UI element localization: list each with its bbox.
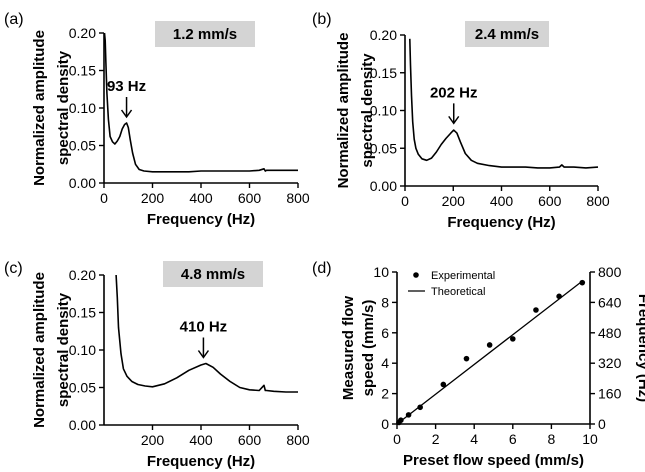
x-tick-label: 0: [401, 193, 409, 209]
x-axis-label: Frequency (Hz): [147, 453, 255, 470]
panel-label: (c): [4, 260, 23, 277]
experimental-point: [486, 342, 493, 348]
speed-label: 2.4 mm/s: [475, 26, 539, 43]
speed-label-box: [465, 21, 549, 47]
experimental-point: [417, 404, 423, 411]
y-right-tick-label: 320: [598, 355, 622, 371]
experimental-point: [405, 412, 412, 418]
y-right-tick-label: 480: [598, 325, 622, 341]
legend-label-experimental: Experimental: [431, 270, 495, 282]
y-tick-label: 0.05: [370, 140, 397, 156]
y-right-tick-label: 0: [598, 416, 606, 432]
panel-label: (b): [312, 11, 332, 28]
x-tick-label: 0: [393, 431, 401, 447]
x-tick-label: 600: [238, 432, 262, 448]
experimental-point: [440, 381, 447, 388]
x-tick-label: 800: [586, 193, 610, 209]
x-tick-label: 800: [286, 190, 310, 206]
spectrum-line: [103, 32, 298, 173]
y-tick-label: 0.05: [69, 380, 96, 396]
panel-a: (a) 0.00 0.05 0.10 0.15 0.20 0 200 400 600 800 Freq…: [4, 11, 310, 228]
y-axis-label-line2: spectral density: [55, 50, 72, 165]
y-tick-label: 0.05: [69, 138, 96, 154]
y-axis-label-line1: Normalized amplitude: [335, 33, 352, 189]
x-tick-label: 10: [582, 431, 598, 447]
y-tick-label: 0.15: [370, 65, 397, 81]
peak-label: 202 Hz: [430, 84, 478, 101]
x-tick-label: 4: [470, 431, 478, 447]
panel-c: (c) 0.00 0.05 0.10 0.15 0.20 200 400 600 800 Frequ…: [4, 260, 310, 470]
theoretical-line: [396, 280, 583, 425]
y-tick-label: 0.10: [370, 103, 397, 119]
x-axis-label: Preset flow speed (mm/s): [403, 452, 584, 469]
legend-marker-experimental: [413, 272, 419, 278]
x-tick-label: 400: [490, 193, 514, 209]
y-axis-label-line2: speed (mm/s): [360, 300, 377, 397]
x-tick-label: 600: [238, 190, 262, 206]
peak-label: 93 Hz: [107, 78, 146, 95]
x-tick-label: 0: [100, 190, 108, 206]
legend-label-theoretical: Theoretical: [431, 286, 485, 298]
y-tick-label: 0.20: [69, 267, 96, 283]
x-tick-label: 200: [141, 432, 165, 448]
y-tick-label: 10: [373, 264, 389, 280]
y-tick-label: 0.15: [69, 305, 96, 321]
y-tick-label: 0: [381, 416, 389, 432]
x-tick-label: 6: [509, 431, 517, 447]
y-tick-label: 0.00: [69, 175, 96, 191]
experimental-point: [556, 293, 562, 300]
x-axis-label: Frequency (Hz): [147, 211, 255, 228]
y-axis-label-line1: Measured flow: [340, 296, 357, 401]
experimental-point: [398, 417, 404, 424]
experimental-point: [533, 307, 539, 313]
peak-arrow-head: [197, 350, 210, 359]
x-tick-label: 400: [189, 432, 213, 448]
x-tick-label: 2: [432, 431, 440, 447]
y-tick-label: 0.15: [69, 63, 96, 79]
x-tick-label: 8: [548, 431, 556, 447]
experimental-point: [463, 355, 470, 362]
speed-label: 1.2 mm/s: [173, 26, 237, 43]
y-axis-label-line1: Normalized amplitude: [31, 272, 48, 428]
x-axis-label: Frequency (Hz): [447, 214, 555, 231]
experimental-point: [510, 336, 516, 342]
y-tick-label: 6: [381, 325, 389, 341]
panel-b: (b) 0.00 0.05 0.10 0.15 0.20 0 200 400 600 800 Freq…: [312, 11, 610, 231]
panel-label: (a): [4, 11, 24, 28]
speed-label-box: [155, 21, 255, 47]
y-right-tick-label: 640: [598, 294, 622, 310]
speed-label: 4.8 mm/s: [181, 266, 245, 283]
y-tick-label: 2: [381, 386, 389, 402]
y-tick-label: 0.10: [69, 342, 96, 358]
y-tick-label: 0.00: [370, 178, 397, 194]
y-axis-label-line2: spectral density: [55, 292, 72, 407]
x-tick-label: 200: [442, 193, 466, 209]
y-tick-label: 0.20: [370, 27, 397, 43]
y-tick-label: 4: [381, 355, 389, 371]
peak-arrow-head: [448, 115, 460, 125]
y-right-tick-label: 160: [598, 386, 622, 402]
x-tick-label: 600: [538, 193, 562, 209]
y-tick-label: 8: [381, 294, 389, 310]
y-tick-label: 0.00: [69, 417, 96, 433]
spectrum-line: [409, 38, 599, 169]
x-tick-label: 400: [189, 190, 213, 206]
y-tick-label: 0.10: [69, 100, 96, 116]
peak-arrow-head: [120, 109, 133, 119]
speed-label-box: [163, 261, 263, 287]
x-tick-label: 200: [141, 190, 165, 206]
y-tick-label: 0.20: [69, 25, 96, 41]
experimental-point: [579, 279, 586, 286]
panel-label: (d): [312, 260, 332, 277]
spectrum-line: [115, 274, 298, 393]
y-right-tick-label: 800: [598, 264, 622, 280]
y-axis-label-line2: spectral density: [359, 53, 376, 168]
y-axis-right-label: Frequency (Hz): [635, 294, 645, 402]
x-tick-label: 800: [286, 432, 310, 448]
y-axis-label-line1: Normalized amplitude: [31, 30, 48, 186]
peak-label: 410 Hz: [180, 319, 228, 336]
